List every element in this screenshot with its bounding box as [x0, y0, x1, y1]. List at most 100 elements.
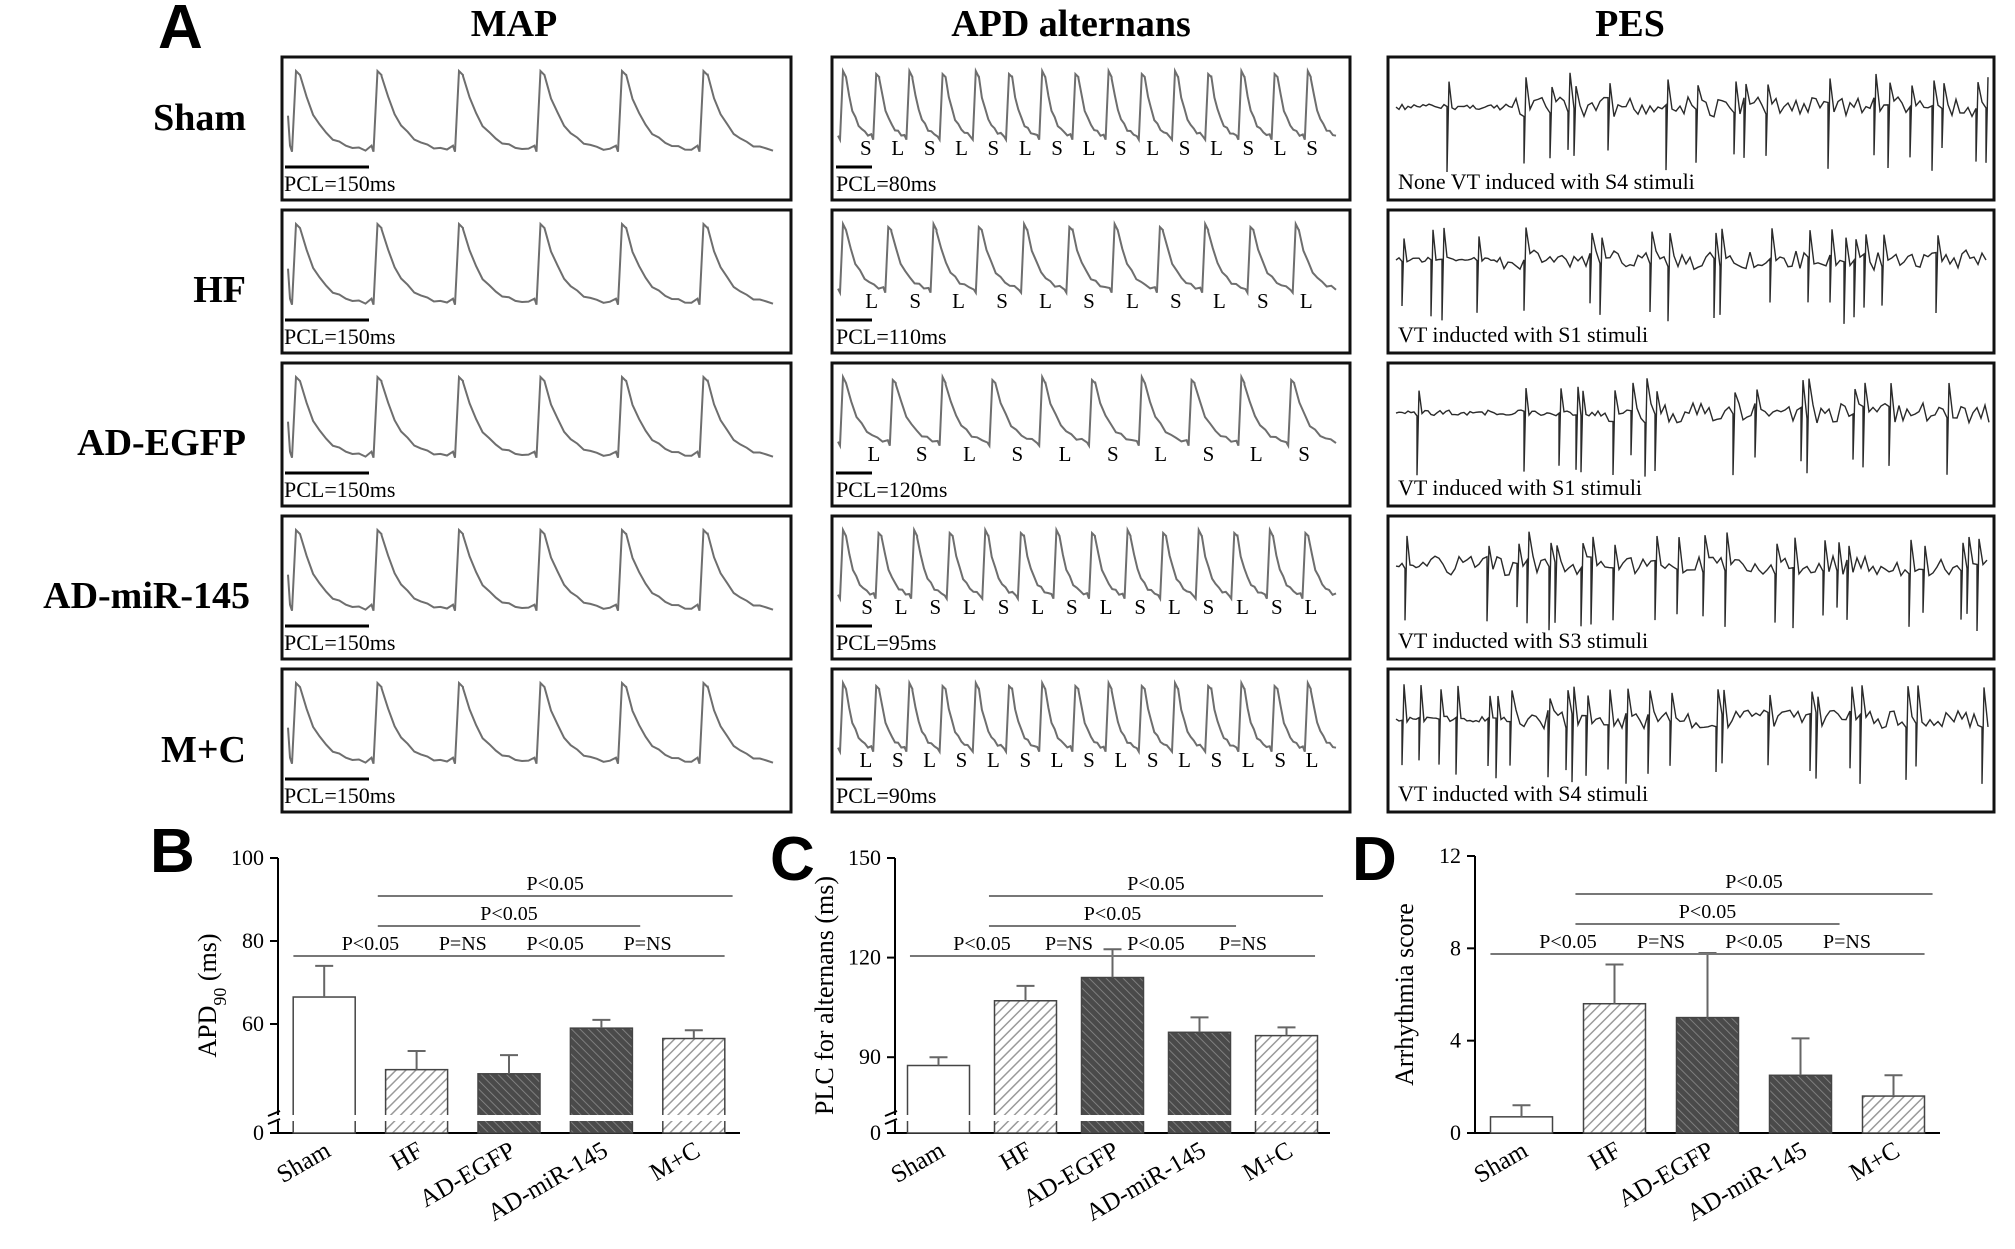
bar-sham	[906, 1064, 971, 1134]
alternans-label: L	[1213, 289, 1226, 313]
significance-label: P<0.05	[1127, 873, 1184, 895]
significance-label: P=NS	[1637, 931, 1685, 953]
category-label: HF	[1584, 1137, 1625, 1176]
alternans-label: S	[892, 748, 904, 772]
apd-trace	[837, 220, 1337, 297]
alternans-label: L	[1114, 748, 1127, 772]
alternans-label: L	[859, 748, 872, 772]
alternans-label: L	[923, 748, 936, 772]
y-axis-label: Arrhythmia score	[1390, 903, 1419, 1086]
alternans-label: S	[1211, 748, 1223, 772]
pes-panel-ad-mir-145: VT inducted with S3 stimuli	[1386, 514, 1996, 661]
map-panel-ad-egfp: PCL=150ms	[280, 361, 793, 508]
alternans-label: S	[1083, 289, 1095, 313]
row-label-m-c: M+C	[161, 729, 246, 771]
significance-label: P<0.05	[480, 903, 537, 925]
category-label: HF	[995, 1137, 1036, 1176]
map-panel-ad-mir-145: PCL=150ms	[280, 514, 793, 661]
apd-panel-ad-egfp: L S L S L S L S L S PCL=120ms	[830, 361, 1352, 508]
y-tick-label: 0	[253, 1120, 264, 1145]
alternans-label: S	[1257, 289, 1269, 313]
column-title-pes: PES	[1595, 3, 1665, 45]
significance-label: P<0.05	[1084, 903, 1141, 925]
category-label: Sham	[887, 1137, 950, 1189]
bar-ad-egfp	[1675, 1016, 1740, 1134]
y-tick-label: 8	[1450, 935, 1461, 960]
y-tick-label: 12	[1439, 843, 1461, 868]
apd-pcl-caption: PCL=110ms	[836, 324, 947, 349]
alternans-label: L	[865, 289, 878, 313]
alternans-label: S	[1306, 136, 1318, 160]
alternans-label: L	[1083, 136, 1096, 160]
ecg-trace	[1395, 227, 1987, 324]
significance-label: P<0.05	[342, 933, 399, 955]
significance-label: P=NS	[1045, 933, 1093, 955]
y-tick-label: 80	[242, 928, 264, 953]
panel-frame	[280, 514, 793, 661]
alternans-label: S	[861, 595, 873, 619]
y-tick-label: 90	[859, 1044, 881, 1069]
panel-frame	[1386, 361, 1996, 508]
pes-panel-ad-egfp: VT induced with S1 stimuli	[1386, 361, 1996, 508]
map-trace	[287, 374, 774, 458]
ecg-trace	[1395, 378, 1990, 477]
column-title-map: MAP	[471, 3, 558, 45]
category-label: M+C	[1238, 1137, 1297, 1187]
map-pcl-caption: PCL=150ms	[284, 171, 395, 196]
significance-label: P=NS	[624, 933, 672, 955]
alternans-label: S	[1274, 748, 1286, 772]
panel-frame	[280, 667, 793, 814]
panel-frame	[830, 55, 1352, 202]
alternans-label: S	[1179, 136, 1191, 160]
alternans-label: L	[963, 442, 976, 466]
y-tick-label: 60	[242, 1011, 264, 1036]
column-title-apd-alternans: APD alternans	[951, 3, 1191, 45]
alternans-label: L	[963, 595, 976, 619]
pes-caption: VT inducted with S1 stimuli	[1398, 322, 1648, 347]
alternans-label: L	[987, 748, 1000, 772]
pes-caption: VT inducted with S3 stimuli	[1398, 628, 1648, 653]
alternans-label: S	[1147, 748, 1159, 772]
apd-pcl-caption: PCL=120ms	[836, 477, 947, 502]
panel-frame	[830, 667, 1352, 814]
alternans-label: S	[956, 748, 968, 772]
significance-label: P=NS	[1823, 931, 1871, 953]
alternans-label: S	[1011, 442, 1023, 466]
bar-hf	[993, 1000, 1058, 1134]
alternans-label: S	[860, 136, 872, 160]
bar-sham	[1489, 1116, 1554, 1134]
bar-hf	[384, 1068, 449, 1134]
alternans-label: S	[1203, 595, 1215, 619]
alternans-label: S	[1019, 748, 1031, 772]
bar-ad-mir-145	[1768, 1074, 1833, 1134]
category-label: M+C	[645, 1137, 704, 1187]
axis-break	[883, 1115, 1330, 1121]
alternans-label: L	[1250, 442, 1263, 466]
alternans-label: S	[988, 136, 1000, 160]
apd-trace	[837, 679, 1337, 756]
bar-m-c	[1861, 1095, 1926, 1134]
chart-apd90: 0 60 80 100 P<0.05 P=NS P<0.05 P=NS P<0.05 P<0.05…	[193, 845, 740, 1227]
alternans-label: S	[909, 289, 921, 313]
alternans-label: S	[916, 442, 928, 466]
alternans-label: L	[1039, 289, 1052, 313]
alternans-label: L	[952, 289, 965, 313]
significance-label: P<0.05	[526, 933, 583, 955]
alternans-label: S	[1083, 748, 1095, 772]
map-panel-sham: PCL=150ms	[280, 55, 793, 202]
alternans-label: L	[1031, 595, 1044, 619]
y-tick-label: 0	[1450, 1120, 1461, 1145]
y-axis-label: APD90 (ms)	[193, 933, 230, 1057]
alternans-label: L	[1178, 748, 1191, 772]
panel-frame	[1386, 208, 1996, 355]
y-tick-label: 150	[848, 845, 881, 870]
alternans-label: S	[1203, 442, 1215, 466]
alternans-label: L	[1126, 289, 1139, 313]
alternans-label: L	[895, 595, 908, 619]
alternans-label: S	[1242, 136, 1254, 160]
map-pcl-caption: PCL=150ms	[284, 630, 395, 655]
category-label: Sham	[1470, 1137, 1533, 1189]
